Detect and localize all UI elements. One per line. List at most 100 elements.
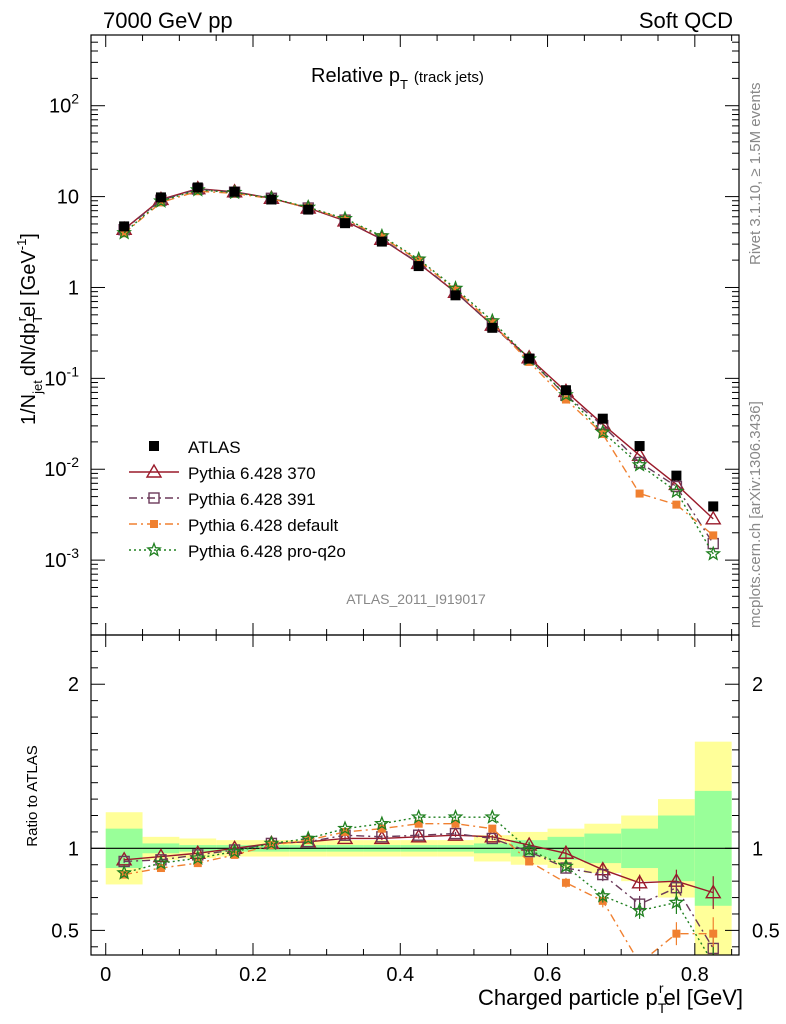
ratio-tick-label: 2	[68, 674, 79, 696]
series-marker-top	[120, 229, 129, 238]
data-point	[229, 186, 240, 197]
header-right: Soft QCD	[639, 8, 733, 33]
series-marker-ratio	[336, 830, 354, 845]
x-tick-label: 0.2	[239, 964, 267, 986]
series-marker-top	[451, 285, 460, 294]
data-point	[303, 204, 314, 215]
data-point	[192, 182, 203, 193]
series-line-top	[123, 190, 714, 536]
data-point	[560, 385, 571, 396]
series-marker-ratio	[631, 902, 648, 918]
series-marker-ratio	[193, 859, 202, 868]
data-point	[634, 441, 645, 452]
series-marker-ratio	[597, 868, 609, 881]
chart-title-sub: T	[400, 77, 408, 92]
data-point	[708, 501, 719, 512]
analysis-label: ATLAS_2011_I919017	[346, 591, 486, 607]
data-point	[487, 322, 498, 333]
legend-marker	[150, 520, 158, 528]
bottom-panel-frame	[90, 634, 740, 956]
x-tick-label: 0.4	[386, 964, 414, 986]
data-point	[376, 236, 387, 247]
data-point	[266, 194, 277, 205]
series-marker-ratio	[412, 829, 425, 841]
series-marker-ratio	[521, 841, 538, 857]
series-marker-ratio	[561, 878, 570, 887]
series-marker-ratio	[484, 828, 501, 843]
legend-label: Pythia 6.428 pro-q2o	[188, 542, 346, 561]
legend-label: Pythia 6.428 default	[188, 516, 339, 535]
ratio-tick-label: 0.5	[51, 920, 79, 942]
series-marker-ratio	[373, 815, 390, 831]
series-marker-top	[668, 476, 685, 491]
legend-marker	[146, 541, 162, 557]
series-marker-ratio	[451, 819, 460, 828]
legend-marker	[148, 492, 160, 504]
chart-title-suffix: (track jets)	[414, 69, 484, 86]
legend-label: ATLAS	[188, 438, 241, 457]
series-marker-ratio	[156, 864, 165, 873]
ratio-tick-label-right: 2	[752, 674, 763, 696]
series-marker-top	[705, 545, 722, 561]
series-marker-ratio	[672, 929, 681, 938]
data-point	[413, 261, 424, 272]
data-point	[671, 470, 682, 481]
series-marker-top	[635, 489, 644, 498]
series-marker-ratio	[337, 820, 353, 836]
series-marker-ratio	[300, 830, 317, 846]
series-marker-ratio	[631, 874, 648, 889]
series-marker-ratio	[557, 844, 575, 859]
series-marker-ratio	[410, 808, 427, 824]
series-marker-ratio	[636, 959, 644, 967]
y-tick-label: 102	[49, 91, 79, 118]
series-marker-ratio	[189, 849, 206, 865]
legend-marker	[149, 441, 159, 451]
x-tick-label: 0.6	[534, 964, 562, 986]
data-point	[597, 413, 608, 424]
series-marker-ratio	[525, 857, 534, 866]
series-marker-ratio	[153, 854, 169, 870]
series-marker-top	[631, 446, 648, 462]
series-marker-top	[668, 483, 685, 499]
axis-ticks: 0 0.2 0.4 0.6 0.8 10-3 10-2 10-1 1 10 102 0.5 0.5 1 1 2…	[44, 34, 780, 986]
series-marker-ratio	[488, 824, 497, 833]
series-marker-ratio	[668, 894, 685, 910]
series-marker-ratio	[558, 858, 574, 874]
chart-title-main: Relative p	[311, 65, 400, 87]
ratio-tick-label-right: 1	[752, 838, 763, 860]
series-marker-ratio	[377, 824, 386, 833]
legend-item: Pythia 6.428 pro-q2o	[129, 541, 346, 561]
y-tick-label: 10-2	[44, 454, 79, 481]
series-marker-ratio	[414, 819, 423, 828]
x-axis-label: Charged particle pTrel [GeV]	[478, 980, 743, 1016]
ratio-tick-label: 1	[68, 838, 79, 860]
top-series	[115, 180, 722, 561]
series-marker-ratio	[116, 864, 133, 880]
legend-marker	[145, 463, 163, 478]
x-tick-label: 0	[100, 964, 111, 986]
legend-item: Pythia 6.428 370	[129, 463, 316, 483]
series-marker-top	[156, 198, 165, 207]
y-axis-label-bottom: Ratio to ATLAS	[24, 745, 41, 846]
legend: ATLAS Pythia 6.428 370 Pythia 6.428 391 Pyt…	[129, 438, 346, 561]
series-marker-ratio	[523, 845, 535, 858]
legend-item: ATLAS	[149, 438, 241, 457]
legend-label: Pythia 6.428 370	[188, 464, 316, 483]
legend-label: Pythia 6.428 391	[188, 490, 316, 509]
series-marker-ratio	[709, 929, 718, 938]
y-tick-label: 10-3	[44, 545, 79, 572]
series-marker-top	[631, 456, 648, 472]
data-point	[119, 221, 130, 232]
header-left: 7000 GeV pp	[103, 8, 233, 33]
series-marker-ratio	[263, 835, 280, 851]
chart-title: Relative pT (track jets)	[311, 65, 484, 92]
ratio-series	[115, 808, 722, 967]
series-marker-ratio	[713, 954, 714, 955]
series-marker-ratio	[484, 808, 501, 824]
legend-item: Pythia 6.428 391	[129, 490, 316, 509]
series-marker-top	[594, 423, 611, 439]
data-point	[340, 218, 351, 229]
series-marker-top	[672, 500, 681, 509]
series-marker-top	[598, 429, 607, 438]
